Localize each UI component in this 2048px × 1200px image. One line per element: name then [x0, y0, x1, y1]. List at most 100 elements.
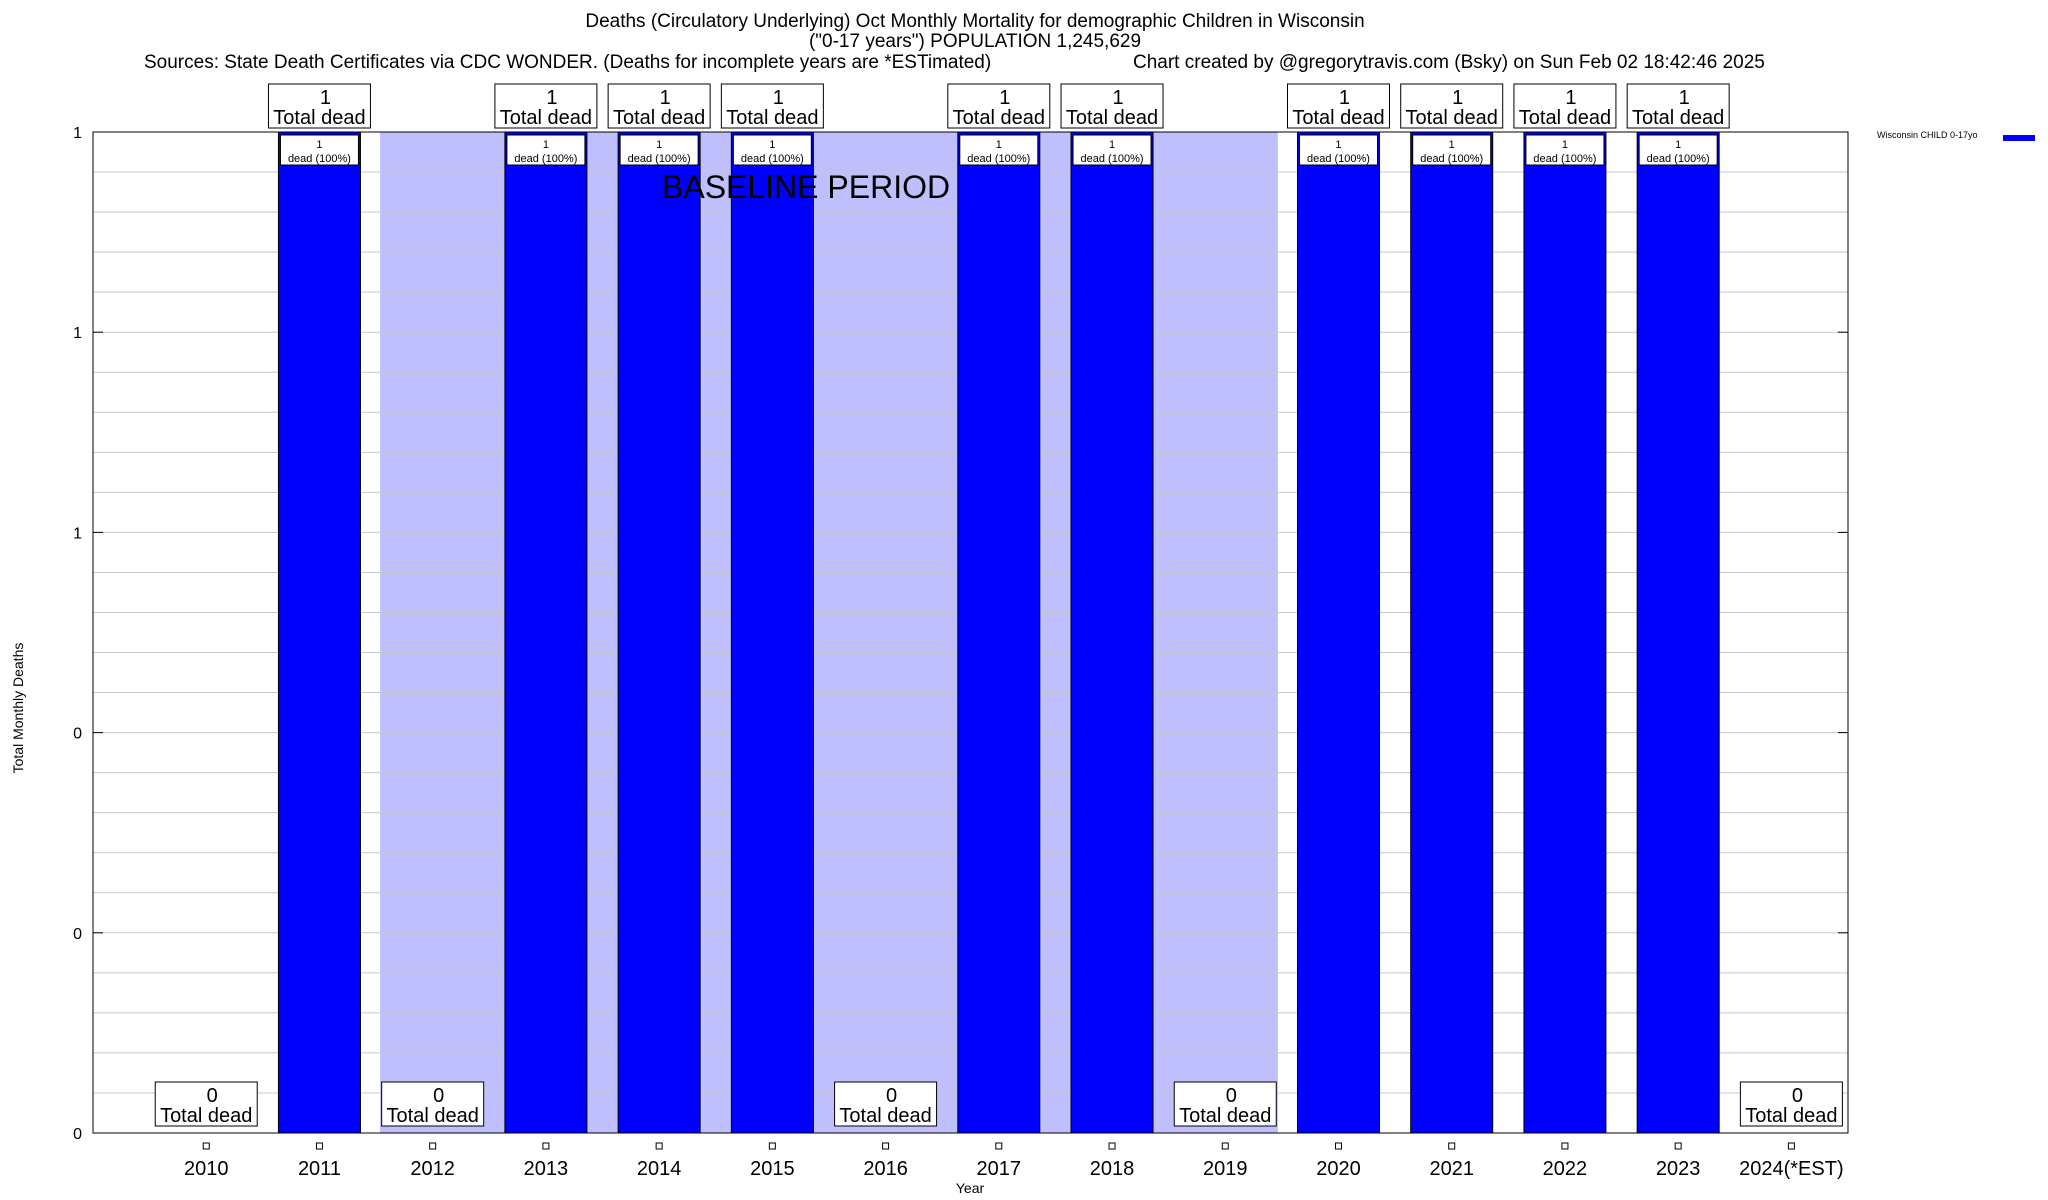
x-tick-label: 2020: [1316, 1158, 1361, 1180]
total-dead-value: 1: [320, 87, 331, 109]
bar-percent-label: dead (100%): [628, 153, 691, 165]
chart-subtitle: ("0-17 years") POPULATION 1,245,629: [808, 31, 1142, 52]
x-tick-label: 2010: [184, 1158, 229, 1180]
x-tick-label: 2014: [637, 1158, 682, 1180]
bar-percent-label: dead (100%): [1420, 153, 1483, 165]
bar-label-box: [279, 134, 359, 166]
bar-label-box: [1298, 134, 1378, 166]
bar-percent-label: dead (100%): [1081, 153, 1144, 165]
x-tick-label: 2012: [410, 1158, 455, 1180]
bar-2023: [1636, 131, 1720, 1134]
bar-label-box: [732, 134, 812, 166]
x-tick-label: 2018: [1090, 1158, 1135, 1180]
x-marker: [1787, 1142, 1795, 1150]
total-dead-label: Total dead: [1519, 107, 1611, 129]
bar-2011: [277, 131, 361, 1134]
y-tick-label: 1: [73, 525, 82, 542]
bar-value-label: 1: [656, 139, 662, 151]
bar-2015: [730, 131, 814, 1134]
x-marker: [768, 1142, 776, 1150]
total-dead-value: 1: [546, 87, 557, 109]
bar-value-label: 1: [996, 139, 1002, 151]
bar-label-box: [959, 134, 1039, 166]
bar-2018: [1070, 131, 1154, 1134]
x-marker: [1448, 1142, 1456, 1150]
plot-frame: [92, 131, 1849, 1134]
total-dead-label: Total dead: [1179, 1105, 1271, 1127]
x-marker: [1221, 1142, 1229, 1150]
chart-credit: Chart created by @gregorytravis.com (Bsk…: [1133, 52, 1765, 73]
x-marker: [202, 1142, 210, 1150]
x-tick-label: 2021: [1429, 1158, 1474, 1180]
legend-label: Wisconsin CHILD 0-17yo: [1877, 130, 1978, 140]
bar-label-box: [1412, 134, 1492, 166]
x-tick-label: 2013: [524, 1158, 569, 1180]
y-tick-label: 1: [73, 125, 82, 142]
legend-swatch: [2003, 135, 2035, 141]
bar-2013: [504, 131, 588, 1134]
total-dead-box: [1626, 83, 1730, 129]
total-dead-label: Total dead: [160, 1105, 252, 1127]
bar-value-label: 1: [1449, 139, 1455, 151]
x-tick-label: 2017: [977, 1158, 1022, 1180]
total-dead-box: [947, 83, 1051, 129]
x-marker: [1108, 1142, 1116, 1150]
total-dead-box: [1286, 83, 1390, 129]
bar-value-label: 1: [1109, 139, 1115, 151]
total-dead-value: 1: [1565, 87, 1576, 109]
bar-label-box: [1525, 134, 1605, 166]
x-marker: [315, 1142, 323, 1150]
x-marker: [1674, 1142, 1682, 1150]
x-axis-label: Year: [955, 1180, 985, 1196]
total-dead-value: 0: [1226, 1085, 1237, 1107]
bar-value-label: 1: [1675, 139, 1681, 151]
total-dead-label: Total dead: [839, 1105, 931, 1127]
x-tick-label: 2011: [298, 1158, 341, 1180]
bar-2022: [1523, 131, 1607, 1134]
y-tick-label: 0: [73, 726, 82, 743]
total-dead-label: Total dead: [1292, 107, 1384, 129]
x-marker: [882, 1142, 890, 1150]
x-marker: [995, 1142, 1003, 1150]
y-tick-label: 0: [73, 1126, 82, 1143]
total-dead-box: [1060, 83, 1164, 129]
total-dead-value: 0: [433, 1085, 444, 1107]
y-tick-label: 1: [73, 325, 82, 342]
total-dead-label: Total dead: [500, 107, 592, 129]
x-tick-label: 2023: [1656, 1158, 1701, 1180]
total-dead-label: Total dead: [953, 107, 1045, 129]
total-dead-value: 0: [1792, 1085, 1803, 1107]
baseline-period-label: BASELINE PERIOD: [662, 169, 950, 205]
total-dead-label: Total dead: [726, 107, 818, 129]
bar-value-label: 1: [543, 139, 549, 151]
total-dead-box: [1173, 1081, 1277, 1127]
y-axis-label: Total Monthly Deaths: [10, 642, 26, 774]
bar-label-box: [1638, 134, 1718, 166]
bar-label-box: [619, 134, 699, 166]
bar-percent-label: dead (100%): [1533, 153, 1596, 165]
total-dead-value: 1: [999, 87, 1010, 109]
bar-2017: [957, 131, 1041, 1134]
total-dead-value: 1: [1339, 87, 1350, 109]
total-dead-label: Total dead: [1066, 107, 1158, 129]
bar-percent-label: dead (100%): [1647, 153, 1710, 165]
x-tick-label: 2015: [750, 1158, 795, 1180]
bar-label-box: [506, 134, 586, 166]
bar-percent-label: dead (100%): [741, 153, 804, 165]
total-dead-box: [267, 83, 371, 129]
bar-2014: [617, 131, 701, 1134]
bar-2020: [1296, 131, 1380, 1134]
total-dead-box: [154, 1081, 258, 1127]
x-marker: [655, 1142, 663, 1150]
bar-value-label: 1: [1562, 139, 1568, 151]
bar-label-box: [1072, 134, 1152, 166]
bar-percent-label: dead (100%): [1307, 153, 1370, 165]
bar-value-label: 1: [316, 139, 322, 151]
total-dead-box: [720, 83, 824, 129]
x-tick-label: 2024(*EST): [1739, 1158, 1844, 1180]
total-dead-box: [1513, 83, 1617, 129]
x-tick-label: 2019: [1203, 1158, 1248, 1180]
total-dead-box: [381, 1081, 485, 1127]
x-tick-label: 2016: [863, 1158, 908, 1180]
total-dead-box: [1400, 83, 1504, 129]
